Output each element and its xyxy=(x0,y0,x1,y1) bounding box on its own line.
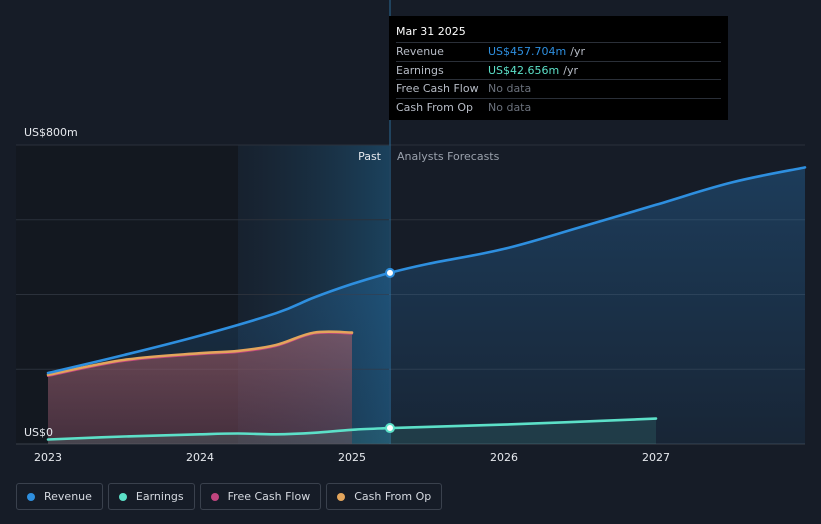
tooltip-row-free-cash-flow: Free Cash Flow No data xyxy=(396,79,721,98)
tooltip-unit: /yr xyxy=(563,63,578,77)
x-tick-label: 2023 xyxy=(34,451,62,464)
tooltip-row-cash-from-op: Cash From Op No data xyxy=(396,97,721,117)
tooltip-label: Earnings xyxy=(396,63,444,77)
tooltip-value: No data xyxy=(488,82,532,95)
legend-item-free-cash-flow[interactable]: Free Cash Flow xyxy=(199,483,322,510)
earnings-line xyxy=(46,417,658,441)
tooltip: Mar 31 2025 Revenue US$457.704m /yr Earn… xyxy=(389,16,728,120)
legend-label: Free Cash Flow xyxy=(227,490,311,503)
x-tick-label: 2024 xyxy=(186,451,214,464)
legend-label: Revenue xyxy=(44,490,92,503)
tooltip-date: Mar 31 2025 xyxy=(396,25,466,38)
revenue-highlight-point xyxy=(385,267,395,278)
series-areas xyxy=(48,167,805,444)
axis-labels: US$800m US$0 Past Analysts Forecasts 2023 202… xyxy=(24,126,670,464)
legend-item-revenue[interactable]: Revenue xyxy=(16,483,103,510)
tooltip-value: No data xyxy=(488,100,532,114)
legend: Revenue Earnings Free Cash Flow Cash Fro… xyxy=(16,483,443,512)
x-tick-label: 2025 xyxy=(338,451,366,464)
legend-item-earnings[interactable]: Earnings xyxy=(107,483,195,510)
legend-label: Cash From Op xyxy=(354,490,432,503)
tooltip-unit: /yr xyxy=(570,45,585,58)
tooltip-row-earnings: Earnings US$42.656m /yr xyxy=(396,60,721,80)
y-axis-bottom-label: US$0 xyxy=(24,426,53,439)
forecast-label: Analysts Forecasts xyxy=(397,150,500,163)
legend-dot-icon xyxy=(210,492,219,501)
highlight-marks xyxy=(385,267,395,434)
legend-label: Earnings xyxy=(135,490,184,503)
cash-from-op-line xyxy=(46,330,354,377)
tooltip-value: US$457.704m xyxy=(488,45,567,58)
cash-from-op-area xyxy=(48,331,352,444)
tooltip-label: Cash From Op xyxy=(396,100,474,114)
y-axis-top-label: US$800m xyxy=(24,126,78,139)
legend-dot-icon xyxy=(118,492,127,501)
legend-dot-icon xyxy=(337,492,346,501)
legend-item-cash-from-op[interactable]: Cash From Op xyxy=(326,483,443,510)
x-tick-label: 2026 xyxy=(490,451,518,464)
tooltip-value: US$42.656m xyxy=(488,63,560,77)
legend-dot-icon xyxy=(27,492,35,501)
tooltip-label: Revenue xyxy=(396,45,444,58)
tooltip-label: Free Cash Flow xyxy=(396,82,479,95)
tooltip-row-revenue: Revenue US$457.704m /yr xyxy=(396,42,721,61)
past-label: Past xyxy=(358,150,382,163)
earnings-highlight-point xyxy=(385,423,395,434)
x-tick-label: 2027 xyxy=(642,451,670,464)
